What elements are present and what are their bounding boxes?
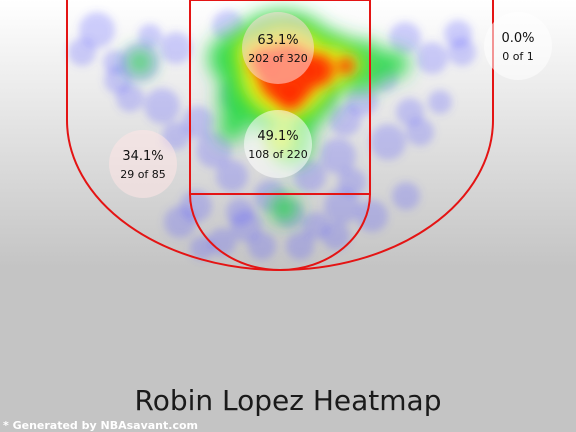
heat-blob-low — [116, 84, 144, 112]
zone-percentage: 34.1% — [122, 149, 163, 164]
heat-blob-low — [226, 198, 254, 226]
heat-blob-low — [428, 90, 452, 114]
heat-blob-low — [389, 22, 421, 54]
heat-blob-low — [286, 232, 314, 260]
zone-made-of-attempts: 29 of 85 — [120, 168, 166, 181]
zone-made-of-attempts: 0 of 1 — [502, 50, 534, 63]
heat-blob-low — [68, 38, 96, 66]
zone-percentage: 49.1% — [257, 129, 298, 144]
heat-blob-low — [324, 188, 360, 224]
free-throw-circle-bottom — [189, 193, 371, 271]
heat-blob-medium — [381, 50, 409, 78]
heat-blob-medium — [128, 50, 152, 74]
heat-blob-peak — [338, 58, 354, 74]
zone-percentage: 63.1% — [257, 33, 298, 48]
zone-restricted-area: 63.1% 202 of 320 — [242, 12, 314, 84]
heat-blob-low — [444, 20, 472, 48]
heat-blob-low — [160, 32, 192, 64]
heat-blob-low — [406, 118, 434, 146]
heat-blob-low — [416, 42, 448, 74]
heat-blob-peak — [276, 82, 304, 110]
heat-blob-low — [138, 24, 162, 48]
heat-blob-low — [356, 200, 388, 232]
zone-above-break-three-right: 0.0% 0 of 1 — [484, 12, 552, 80]
paint-box — [189, 0, 371, 195]
heat-blob-low — [103, 50, 127, 74]
heat-blob-low — [322, 222, 350, 250]
zone-made-of-attempts: 202 of 320 — [248, 52, 308, 65]
heat-blob-low — [392, 182, 420, 210]
heat-blob-low — [320, 138, 356, 174]
zone-percentage: 0.0% — [501, 31, 534, 46]
heat-blob-low — [370, 124, 406, 160]
chart-title: Robin Lopez Heatmap — [135, 384, 442, 417]
heat-blob-low — [79, 12, 115, 48]
zone-paint-non-ra: 49.1% 108 of 220 — [244, 110, 312, 178]
heat-blob-medium — [218, 114, 246, 142]
zone-layer: 63.1% 202 of 320 49.1% 108 of 220 34.1% 29 of… — [109, 12, 552, 198]
heat-blob-low — [208, 228, 236, 256]
heat-blob-low — [216, 160, 248, 192]
zone-bubble — [244, 110, 312, 178]
heat-blob-low — [196, 132, 232, 168]
zone-bubble — [484, 12, 552, 80]
heat-blob-low — [190, 236, 214, 260]
credit-note: * Generated by NBAsavant.com — [3, 419, 198, 432]
heat-blob-low — [248, 232, 276, 260]
court-lines — [66, 0, 494, 271]
zone-bubble — [109, 130, 177, 198]
heat-blob-medium — [270, 194, 298, 222]
zone-bubble — [242, 12, 314, 84]
heat-blob-low — [164, 206, 196, 238]
zone-mid-range-left: 34.1% 29 of 85 — [109, 130, 177, 198]
zone-made-of-attempts: 108 of 220 — [248, 148, 308, 161]
heat-blob-low — [144, 88, 180, 124]
